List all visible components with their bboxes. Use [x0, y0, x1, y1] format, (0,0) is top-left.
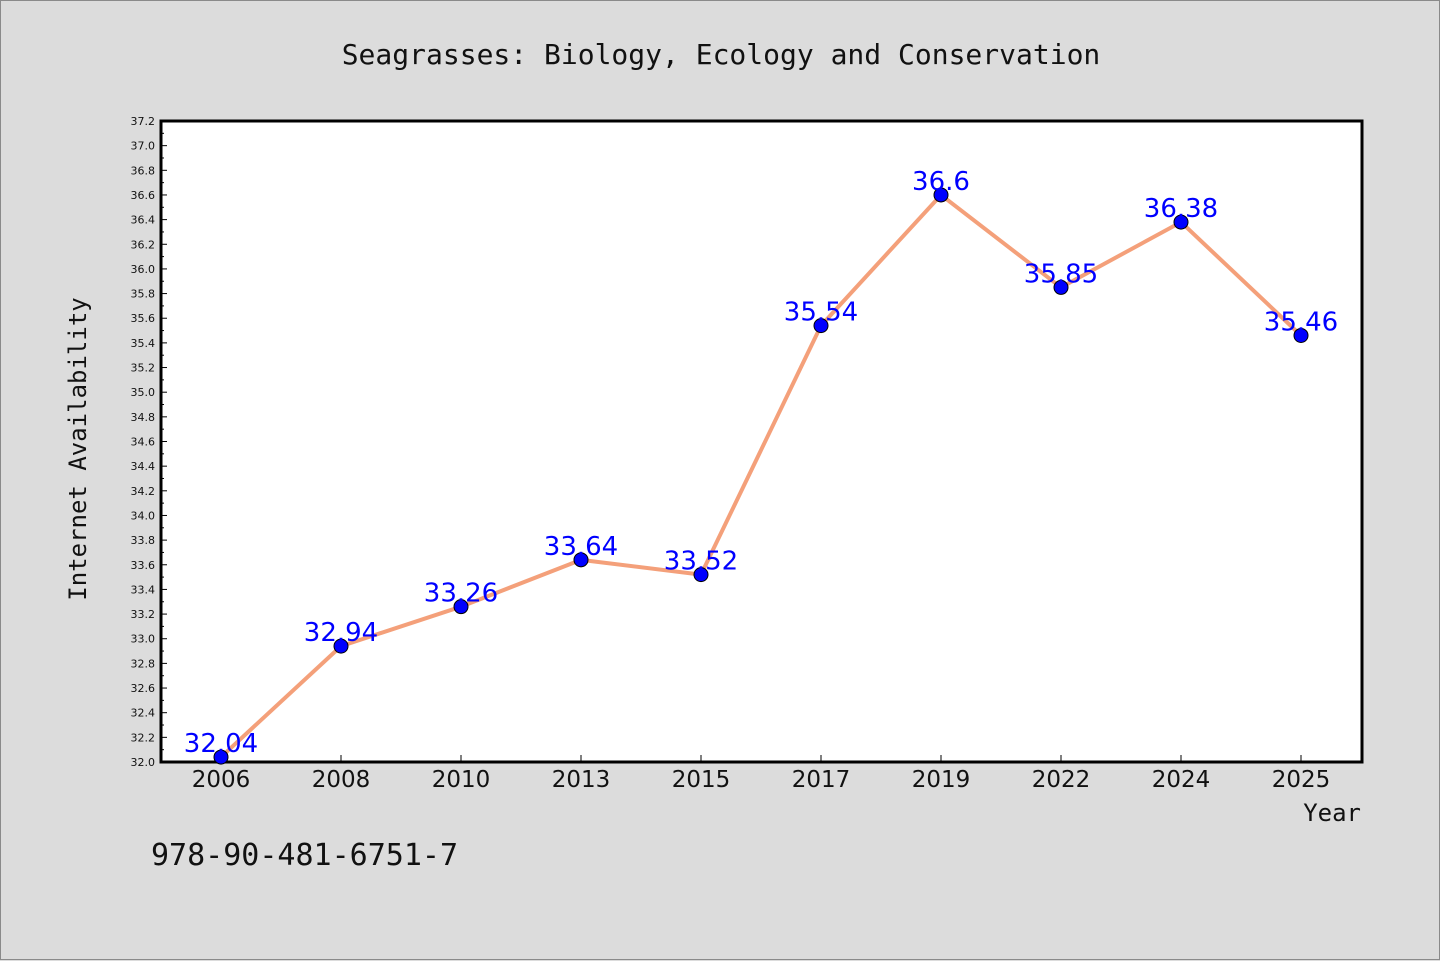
data-point: [813, 318, 829, 334]
x-tick-label: 2017: [792, 767, 851, 793]
y-tick-label: 34.2: [131, 485, 156, 498]
y-tick-label: 32.6: [131, 682, 156, 695]
y-tick-label: 36.0: [131, 263, 156, 276]
y-tick-label: 35.0: [131, 386, 156, 399]
data-point: [1053, 279, 1069, 295]
y-tick-label: 33.4: [131, 583, 156, 596]
series-line: [219, 192, 1303, 760]
data-label: 32.94: [304, 618, 378, 648]
y-tick-label: 36.6: [131, 189, 156, 202]
data-labels-group: 32.04 32.94 33.26 33.64 33.52 35.54 36.6 35.85 3…: [184, 167, 1338, 759]
data-label: 35.46: [1264, 307, 1338, 337]
y-tick-label: 34.6: [131, 436, 156, 449]
x-tick-label: 2015: [672, 767, 731, 793]
chart-title: Seagrasses: Biology, Ecology and Conserv…: [342, 38, 1101, 71]
data-label: 35.85: [1024, 259, 1098, 289]
y-tick-label: 33.8: [131, 534, 156, 547]
plot-area: [159, 119, 1364, 764]
series-line-group: [213, 187, 1309, 765]
data-label: 32.04: [184, 729, 258, 759]
x-tick-label: 2010: [432, 767, 491, 793]
y-tick-label: 32.2: [131, 731, 156, 744]
y-tick-label: 37.2: [131, 115, 156, 128]
data-point: [933, 187, 949, 203]
x-axis: 2006 2008 2010 2013 2015 2017 2019 2022 2024 2025: [192, 755, 1331, 793]
y-tick-label: 36.4: [131, 214, 156, 227]
x-tick-label: 2025: [1272, 767, 1331, 793]
y-tick-label: 36.8: [131, 164, 156, 177]
data-point: [453, 599, 469, 615]
data-point: [333, 638, 349, 654]
data-label: 33.64: [544, 532, 618, 562]
data-label: 36.6: [912, 167, 970, 197]
x-tick-label: 2008: [312, 767, 371, 793]
y-tick-label: 34.8: [131, 411, 156, 424]
y-tick-label: 34.0: [131, 509, 156, 522]
y-tick-label: 32.8: [131, 657, 156, 670]
y-tick-label: 33.6: [131, 559, 156, 572]
y-axis: 32.0 32.2 32.4 32.6 32.8 33.0 33.2 33.4 33.6 33.8…: [131, 115, 167, 769]
x-tick-label: 2019: [912, 767, 971, 793]
y-tick-label: 36.2: [131, 238, 156, 251]
x-axis-title: Year: [1303, 799, 1361, 827]
x-tick-label: 2024: [1152, 767, 1211, 793]
data-point: [573, 552, 589, 568]
y-tick-label: 32.4: [131, 707, 156, 720]
data-point: [213, 749, 229, 765]
data-label: 35.54: [784, 298, 858, 328]
data-point: [693, 567, 709, 583]
x-tick-label: 2013: [552, 767, 611, 793]
y-tick-label: 35.6: [131, 312, 156, 325]
y-tick-label: 35.4: [131, 337, 156, 350]
x-tick-label: 2006: [192, 767, 251, 793]
data-label: 36.38: [1144, 194, 1218, 224]
isbn-footer: 978-90-481-6751-7: [151, 838, 458, 873]
data-point: [1293, 327, 1309, 343]
y-tick-label: 34.4: [131, 460, 156, 473]
y-tick-label: 35.8: [131, 288, 156, 301]
y-tick-label: 32.0: [131, 756, 156, 769]
data-label: 33.52: [664, 547, 738, 577]
y-tick-label: 33.0: [131, 633, 156, 646]
y-tick-label: 37.0: [131, 140, 156, 153]
y-tick-label: 35.2: [131, 362, 156, 375]
data-label: 33.26: [424, 579, 498, 609]
y-axis-title: Internet Availability: [64, 297, 92, 600]
y-tick-label: 33.2: [131, 608, 156, 621]
x-tick-label: 2022: [1032, 767, 1091, 793]
data-point: [1173, 214, 1189, 230]
